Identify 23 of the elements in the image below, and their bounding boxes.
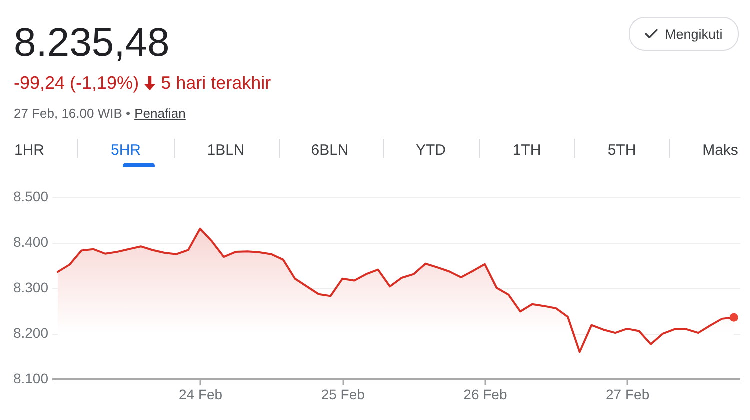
x-tick-label: 27 Feb — [606, 386, 650, 402]
chart-title: 8.235,48 — [14, 21, 170, 65]
y-tick-label: 8.300 — [13, 280, 49, 296]
text: 5HR — [110, 142, 142, 159]
x-tick-label: 24 Feb — [178, 386, 223, 402]
text: 1HR — [14, 142, 45, 159]
text: YTD — [416, 142, 446, 159]
text: 5TH — [608, 142, 636, 159]
y-tick-label: 8.500 — [13, 188, 49, 204]
text: 1TH — [512, 142, 542, 159]
chart-subtitle: -99,24 (-1,19%) — [14, 73, 140, 93]
text: 27 Feb, 16.00 WIB • — [14, 106, 131, 121]
text: 5 hari terakhir — [161, 73, 272, 93]
x-tick-label: 25 Feb — [321, 386, 366, 402]
y-tick-label: 8.400 — [13, 234, 49, 250]
text: 6BLN — [311, 142, 349, 159]
text: 1BLN — [207, 142, 245, 159]
text: Penafian — [134, 106, 186, 121]
y-tick-label: 8.100 — [13, 370, 49, 386]
text: Maks — [702, 142, 738, 159]
x-tick-label: 26 Feb — [464, 386, 508, 402]
follow-button: Mengikuti — [629, 17, 739, 51]
y-tick-label: 8.200 — [13, 325, 49, 341]
